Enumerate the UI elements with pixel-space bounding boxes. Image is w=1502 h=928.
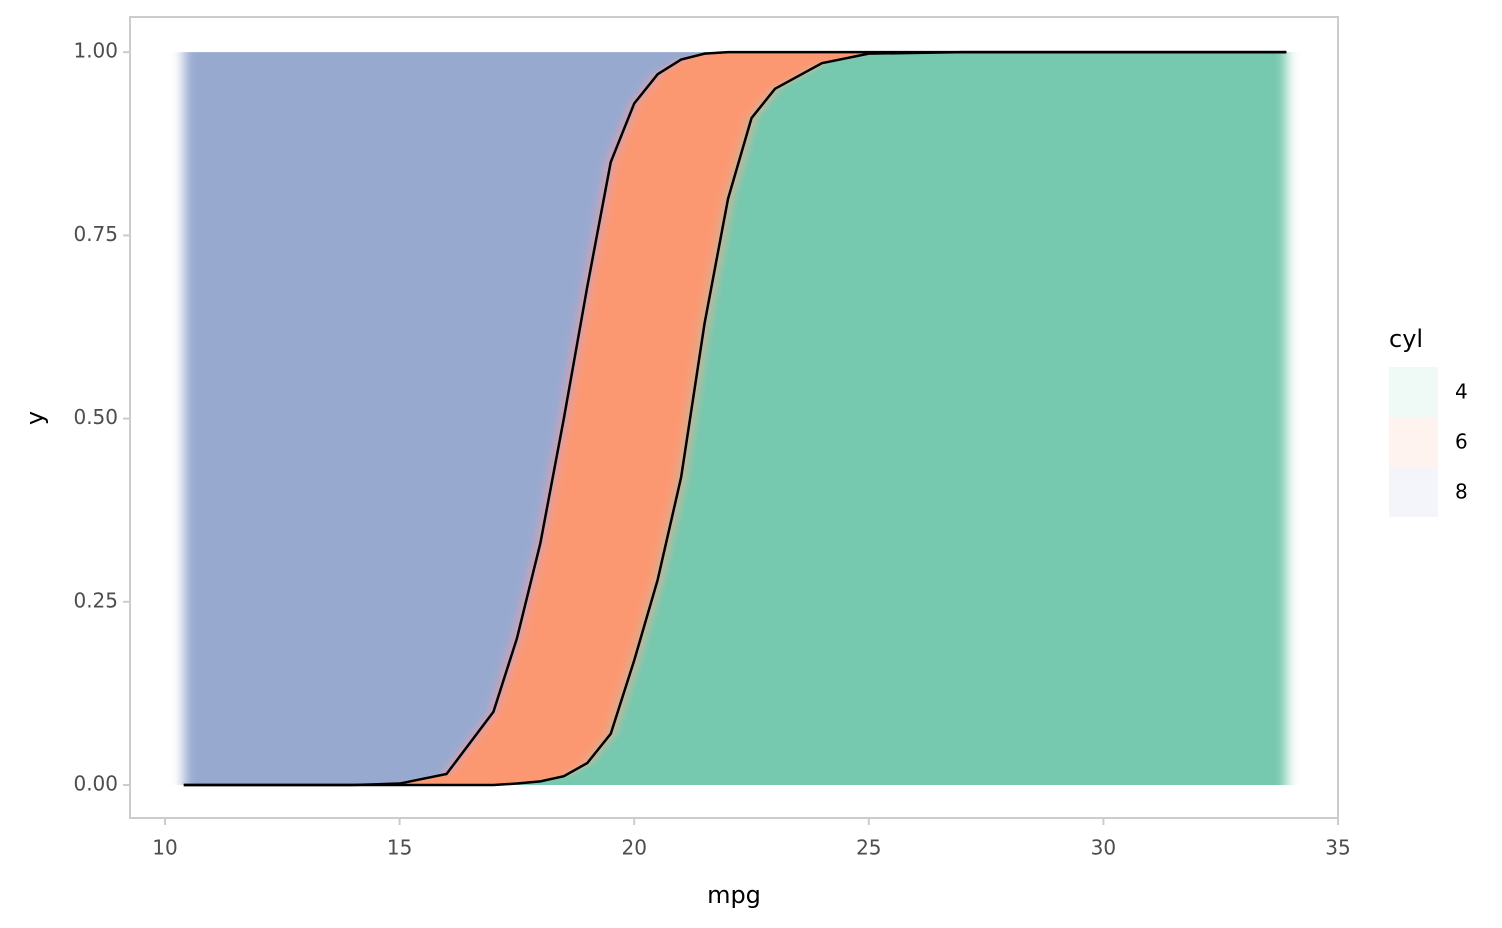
legend-key bbox=[1389, 417, 1438, 467]
legend-key bbox=[1389, 367, 1438, 417]
y-tick-label: 0.00 bbox=[73, 772, 118, 796]
boundary-line bbox=[183, 50, 1287, 787]
area-8 bbox=[183, 52, 1287, 786]
boundary-layer bbox=[183, 50, 1287, 787]
area-4 bbox=[183, 52, 1287, 786]
y-tick-label: 0.25 bbox=[73, 588, 118, 612]
y-axis-title: y bbox=[21, 411, 49, 425]
legend-key bbox=[1389, 467, 1438, 517]
boundary-line bbox=[183, 50, 1287, 787]
panel-border bbox=[129, 16, 1339, 819]
x-tick-label: 10 bbox=[152, 836, 177, 860]
y-tick-label: 0.50 bbox=[73, 405, 118, 429]
y-tick-label: 1.00 bbox=[73, 39, 118, 63]
x-tick-label: 15 bbox=[387, 836, 412, 860]
x-axis-title: mpg bbox=[707, 881, 761, 909]
x-tick-label: 25 bbox=[856, 836, 881, 860]
legend-label: 8 bbox=[1455, 480, 1468, 504]
legend-title: cyl bbox=[1389, 325, 1423, 353]
legend-label: 6 bbox=[1455, 430, 1468, 454]
y-tick-label: 0.75 bbox=[73, 222, 118, 246]
x-tick-label: 35 bbox=[1325, 836, 1350, 860]
x-tick-label: 30 bbox=[1091, 836, 1116, 860]
fill-layer bbox=[183, 52, 1287, 786]
legend-label: 4 bbox=[1455, 380, 1468, 404]
x-tick-label: 20 bbox=[621, 836, 646, 860]
blurred-fills bbox=[183, 52, 1287, 786]
